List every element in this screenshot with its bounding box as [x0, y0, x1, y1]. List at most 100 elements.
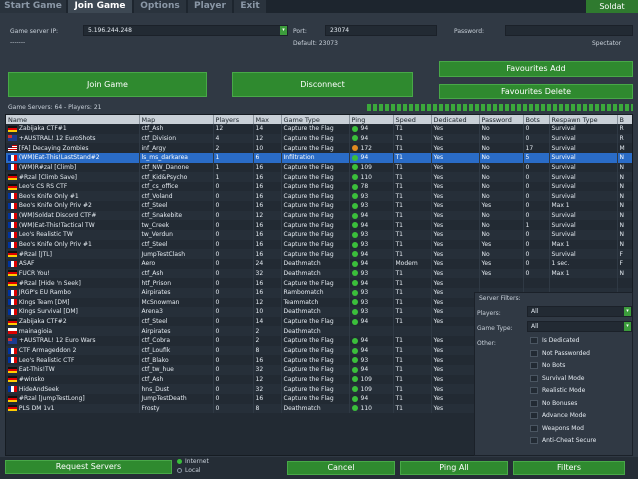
filters-button[interactable]: Filters — [513, 461, 625, 475]
table-row[interactable]: (WM)Soldat Discord CTF# ctf_Snakebite 0 12 C… — [6, 210, 632, 221]
ping-value: 93 — [360, 202, 369, 210]
cell-type: Capture the Flag — [281, 374, 350, 385]
table-row[interactable]: Beo's Knife Only #1 ctf_Voland 0 16 Capture … — [6, 191, 632, 202]
flag-de-icon — [8, 376, 17, 383]
ping-status-icon — [351, 299, 358, 306]
cell-ping: 94 — [349, 258, 394, 269]
cell-bots: 0 — [523, 133, 550, 144]
ping-status-icon — [351, 212, 358, 219]
players-filter-select[interactable]: All ▾ — [527, 306, 632, 317]
filter-checkbox[interactable] — [530, 349, 538, 357]
table-row[interactable]: #Rzal [JTL] JumpTestClash 0 16 Capture the F… — [6, 249, 632, 259]
column-header[interactable]: Password — [479, 115, 524, 124]
table-row[interactable]: (WM)Eat-This!LastStand#2 ls_ms_darkarea 1 6… — [6, 152, 632, 163]
cell-b: M — [617, 143, 632, 153]
column-header[interactable]: Players — [213, 115, 254, 124]
column-header[interactable]: Name — [6, 115, 140, 124]
table-row[interactable]: Beo's Knife Only Priv #1 ctf_Steel 0 16 Capt… — [6, 239, 632, 250]
cell-map: ctf_Division — [139, 133, 214, 144]
column-header[interactable]: Respawn Type — [549, 115, 618, 124]
table-row[interactable]: Leo's Realistic TW tw_Verdun 0 16 Capture th… — [6, 230, 632, 240]
filter-checkbox[interactable] — [530, 337, 538, 344]
tab-start-game[interactable]: Start Game — [0, 0, 66, 13]
cell-players: 0 — [213, 365, 254, 375]
server-name: mainagioia — [18, 327, 53, 335]
cell-respawn: Survival — [549, 230, 618, 240]
cell-type: Capture the Flag — [281, 249, 350, 259]
disconnect-button[interactable]: Disconnect — [232, 72, 413, 97]
cell-speed: T1 — [393, 374, 432, 385]
column-header[interactable]: Game Type — [281, 115, 350, 124]
port-input[interactable]: 23074 — [325, 25, 437, 36]
spectator-label[interactable]: Spectator — [592, 40, 622, 47]
table-row[interactable]: #Rzal [Climb Save] ctf_Kid&Psycho 1 16 Captu… — [6, 172, 632, 182]
column-header[interactable]: Ping — [349, 115, 394, 124]
column-header[interactable]: Bots — [523, 115, 550, 124]
table-row[interactable]: Beo's Knife Only Priv #2 ctf_Steel 0 16 Capt… — [6, 201, 632, 211]
server-ip-dropdown-icon[interactable]: ▾ — [280, 26, 287, 35]
tab-player[interactable]: Player — [188, 0, 232, 13]
filter-checkbox[interactable] — [530, 424, 538, 432]
tab-exit[interactable]: Exit — [234, 0, 266, 13]
table-row[interactable]: #Rzal [Hide 'n Seek] htf_Prison 0 16 Capture… — [6, 278, 632, 288]
cell-ping: 94 — [349, 210, 394, 221]
table-row[interactable]: (WM)Eat-This!Tactical TW tw_Creek 0 16 Captu… — [6, 220, 632, 231]
column-header[interactable]: Dedicated — [431, 115, 480, 124]
request-servers-button[interactable]: Request Servers — [5, 460, 172, 474]
cell-speed: T1 — [393, 336, 432, 346]
tab-join-game[interactable]: Join Game — [68, 0, 132, 13]
cell-ping: 109 — [349, 374, 394, 385]
column-header[interactable]: Max — [253, 115, 282, 124]
filter-option-label: Realistic Mode — [542, 387, 586, 394]
server-name: (WM)Eat-This!Tactical TW — [18, 221, 95, 229]
cell-bots: 5 — [523, 152, 550, 163]
password-input[interactable] — [505, 25, 633, 36]
filter-checkbox[interactable] — [530, 387, 538, 394]
table-row[interactable]: Zabijaka CTF#1 ctf_Ash 12 14 Capture the Fla… — [6, 124, 632, 134]
cell-bots: 0 — [523, 124, 550, 134]
table-row[interactable]: [FA] Decaying Zombies inf_Argy 2 10 Capture … — [6, 143, 632, 153]
flag-fr-icon — [8, 202, 17, 209]
cell-ping: 94 — [349, 278, 394, 288]
column-header[interactable]: Speed — [393, 115, 432, 124]
table-row[interactable]: Leo's CS RS CTF ctf_cs_office 0 16 Capture t… — [6, 181, 632, 192]
tab-options[interactable]: Options — [134, 0, 186, 13]
column-header[interactable]: B — [617, 115, 632, 124]
ping-all-button[interactable]: Ping All — [400, 461, 508, 475]
local-radio[interactable]: Local — [177, 467, 201, 474]
filter-checkbox[interactable] — [530, 399, 538, 407]
table-row[interactable]: FUCR You! ctf_Ash 0 32 Deathmatch 93 T1 Yes Yes 0… — [6, 268, 632, 279]
radio-selected-icon — [177, 459, 182, 464]
cell-players: 0 — [213, 374, 254, 385]
cancel-button[interactable]: Cancel — [287, 461, 395, 475]
server-list[interactable]: Name Map Players Max Game Type Ping Speed Dedic… — [5, 114, 633, 456]
filter-option-label: No Bots — [542, 362, 566, 369]
column-header[interactable]: Map — [139, 115, 214, 124]
ping-status-icon — [351, 318, 358, 325]
cell-name: #Rzal [JTL] — [6, 249, 140, 259]
filter-checkbox[interactable] — [530, 374, 538, 382]
cell-b: R — [617, 133, 632, 144]
server-ip-input[interactable]: 5.196.244.248 ▾ — [83, 25, 288, 36]
cell-type: Deathmatch — [281, 268, 350, 279]
cell-name: PLS DM 1v1 — [6, 403, 140, 414]
gametype-filter-select[interactable]: All ▾ — [527, 321, 632, 332]
cell-players: 0 — [213, 316, 254, 327]
cell-type: Capture the Flag — [281, 191, 350, 202]
cell-b: N — [617, 239, 632, 250]
ping-status-icon — [351, 405, 358, 412]
internet-radio[interactable]: Internet — [177, 458, 209, 465]
table-row[interactable]: ASAF Aero 0 24 Deathmatch 94 Modem Yes Yes 0 1 sec… — [6, 258, 632, 269]
filter-checkbox[interactable] — [530, 412, 538, 419]
favourites-delete-button[interactable]: Favourites Delete — [439, 84, 633, 99]
table-row[interactable]: (WM)R#zal [Climb] ctf_NW_Danone 1 16 Capture… — [6, 162, 632, 173]
cell-b: N — [617, 268, 632, 279]
table-row[interactable]: Eat-This!TW ctf_tw_hue 0 32 Capture the Flag… — [6, 365, 632, 375]
servers-count-text: Game Servers: 64 - Players: 21 — [8, 104, 102, 111]
ping-value: 109 — [360, 385, 372, 393]
table-row[interactable]: +AUSTRAL! 12 EuroShots ctf_Division 4 12 Cap… — [6, 133, 632, 144]
filter-checkbox[interactable] — [530, 362, 538, 369]
filter-checkbox[interactable] — [530, 437, 538, 444]
favourites-add-button[interactable]: Favourites Add — [439, 61, 633, 77]
join-game-button[interactable]: Join Game — [8, 72, 207, 97]
